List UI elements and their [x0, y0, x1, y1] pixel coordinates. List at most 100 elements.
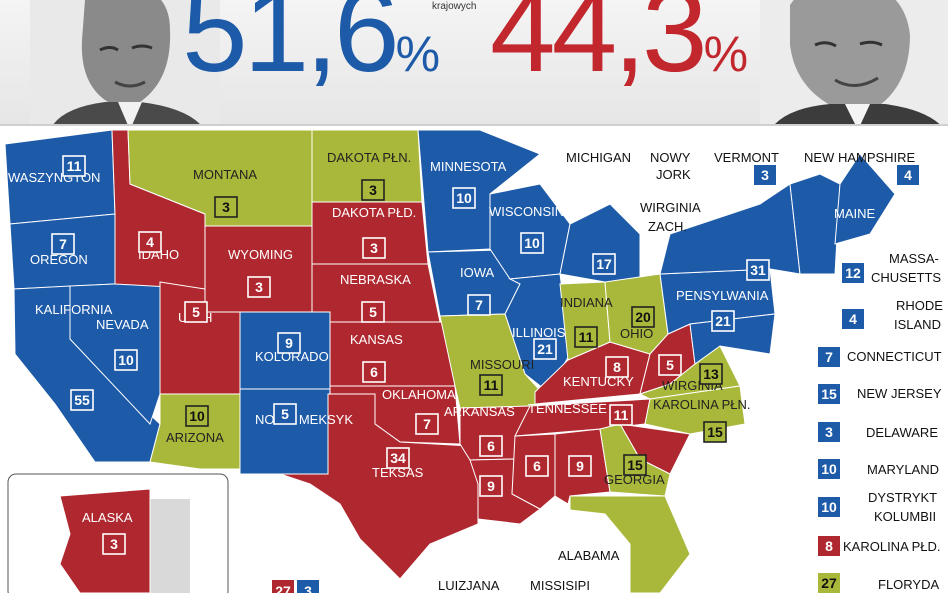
label-floryda: FLORYDA	[878, 577, 940, 592]
ev-box-nm	[273, 403, 297, 425]
ev-number-nd: 3	[369, 182, 377, 198]
ev-number-ar: 6	[487, 438, 495, 454]
ev-number-ga: 15	[627, 457, 643, 473]
ev-box-ga	[623, 454, 647, 476]
ev-box-ar	[479, 435, 503, 457]
vermont-ev: 3	[754, 165, 776, 185]
democrat-percentage-value: 51,6	[182, 0, 400, 97]
state-name-ks: KANSAS	[350, 332, 403, 347]
ev-number-oh: 20	[635, 309, 651, 325]
state-labels: WASZYNGTON11OREGON7KALIFORNIA55NEVADA10I…	[8, 150, 876, 555]
ev-number-pa: 21	[715, 313, 731, 329]
ev-number-ms: 6	[533, 458, 541, 474]
label-maryland: MARYLAND	[867, 462, 940, 477]
ev-box-ok	[415, 413, 439, 435]
label-new-jersey: NEW JERSEY	[857, 386, 942, 401]
state-wy[interactable]	[204, 225, 313, 313]
state-name-ca: KALIFORNIA	[35, 302, 113, 317]
ev-box-nc	[703, 421, 727, 443]
ev-number-ne: 5	[369, 304, 377, 320]
label-nowy-jork-1: NOWY	[650, 150, 691, 165]
ev-number-mo: 11	[484, 377, 499, 393]
ev-box-oh	[631, 306, 655, 328]
state-name-ga: GEORGIA	[604, 472, 665, 487]
label-michigan: MICHIGAN	[566, 150, 631, 165]
bottom-blue-box	[297, 580, 319, 593]
floryda-ev: 27	[818, 573, 840, 593]
label-rhode-island-2: ISLAND	[894, 317, 941, 332]
ev-box-ks	[362, 361, 386, 383]
ev-box-tx	[386, 447, 410, 469]
state-fl[interactable]	[569, 495, 691, 593]
ev-box-wv	[658, 354, 682, 376]
bottom-blue-ev: 3	[304, 583, 312, 593]
ev-box-ut	[184, 301, 208, 323]
state-tx[interactable]	[279, 393, 479, 580]
label-massachusetts-1: MASSA-	[889, 251, 939, 266]
state-name-nm: NOWY MEKSYK	[255, 412, 353, 427]
label-dc-2: KOLUMBII	[874, 509, 937, 524]
ev-box-ia	[467, 294, 491, 316]
results-header: 51,6% krajowych 44,3%	[0, 0, 948, 126]
ev-number-in: 11	[579, 329, 594, 345]
state-me[interactable]	[834, 153, 896, 245]
ev-box-nv	[114, 349, 138, 371]
new-jersey-ev: 15	[818, 384, 840, 404]
ev-number-la: 9	[487, 478, 495, 494]
state-name-tn: TENNESSEE	[528, 401, 607, 416]
state-name-il: ILLINOIS	[512, 325, 566, 340]
state-name-co: KOLORADO	[255, 349, 329, 364]
state-name-me: MAINE	[834, 206, 876, 221]
ev-box-or	[51, 233, 75, 255]
ev-number-ak: 3	[110, 536, 118, 552]
ev-number-mi: 17	[596, 256, 612, 272]
state-name-az: ARIZONA	[166, 430, 224, 445]
label-rhode-island-1: RHODE	[896, 298, 943, 313]
delaware-ev: 3	[818, 422, 840, 442]
label-nowy-jork-2: JORK	[656, 167, 691, 182]
ev-number-tx: 34	[390, 450, 406, 466]
state-name-nv: NEVADA	[96, 317, 149, 332]
state-name-wi: WISCONSIN	[489, 204, 564, 219]
ev-number-id: 4	[146, 234, 154, 250]
label-luizjana: LUIZJANA	[438, 578, 500, 593]
ev-box-ne	[361, 301, 385, 323]
state-nm[interactable]	[239, 388, 331, 475]
rhode-island-ev: 4	[842, 309, 864, 329]
percent-sign: %	[395, 26, 441, 82]
state-name-oh: OHIO	[620, 326, 653, 341]
ev-box-tn	[609, 404, 633, 426]
ev-box-mn	[452, 187, 476, 209]
ev-box-ms	[525, 455, 549, 477]
ev-number-ky: 8	[613, 359, 621, 375]
percent-sign: %	[703, 26, 749, 82]
ev-number-va: 13	[703, 366, 719, 382]
ev-number-nc: 15	[707, 424, 723, 440]
state-name-ar: ARKANSAS	[444, 404, 515, 419]
label-dc-1: DYSTRYKT	[868, 490, 938, 505]
state-name-mt: MONTANA	[193, 167, 257, 182]
state-name-nc: KAROLINA PŁN.	[653, 397, 751, 412]
ev-number-ca: 55	[74, 392, 90, 408]
state-name-or: OREGON	[30, 252, 88, 267]
label-connecticut: CONNECTICUT	[847, 349, 942, 364]
state-name-pa: PENSYLWANIA	[676, 288, 769, 303]
republican-portrait	[760, 0, 948, 124]
ev-box-va	[699, 363, 723, 385]
label-massachusetts-2: CHUSETTS	[871, 270, 942, 285]
ev-box-wi	[520, 232, 544, 254]
ev-box-pa	[711, 310, 735, 332]
state-name-tx: TEKSAS	[372, 465, 424, 480]
ev-box-nd	[361, 179, 385, 201]
label-missisipi: MISSISIPI	[530, 578, 590, 593]
state-wi[interactable]	[489, 183, 571, 280]
label-vermont: VERMONT	[714, 150, 779, 165]
ev-box-il	[533, 338, 557, 360]
state-name-in: INDIANA	[560, 295, 613, 310]
ev-number-mn: 10	[456, 190, 472, 206]
state-name-nd: DAKOTA PŁN.	[327, 150, 411, 165]
ev-box-al	[568, 455, 592, 477]
ev-number-ok: 7	[423, 416, 431, 432]
ev-number-wy: 3	[255, 279, 263, 295]
ev-number-nv: 10	[118, 352, 134, 368]
